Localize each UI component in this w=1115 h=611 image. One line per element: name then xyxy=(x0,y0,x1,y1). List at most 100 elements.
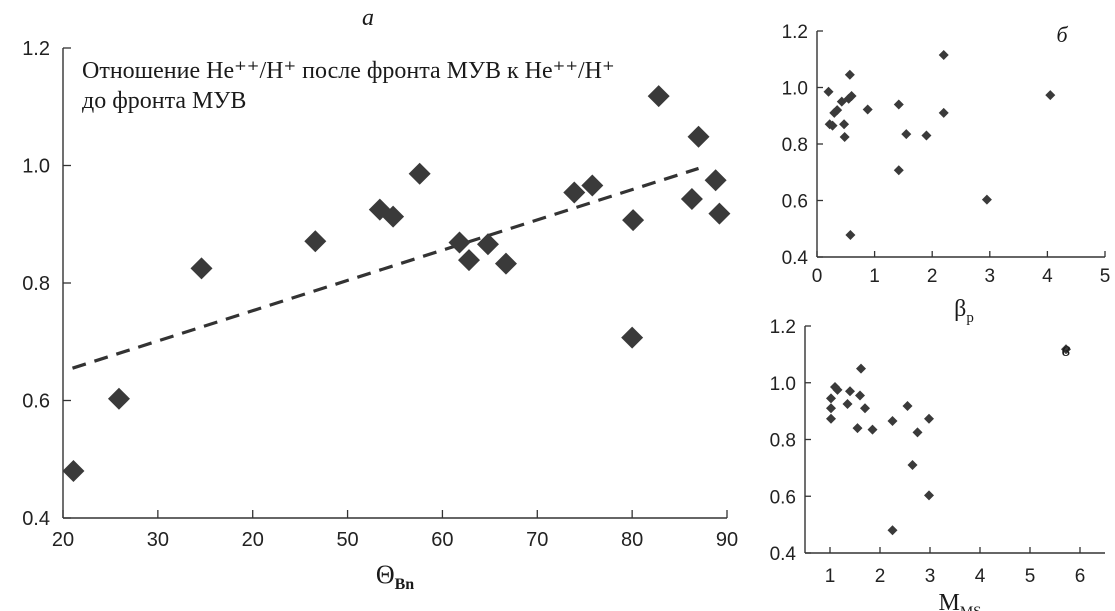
x-tick-label: 60 xyxy=(431,529,453,551)
data-point xyxy=(921,130,932,141)
x-tick-label: 80 xyxy=(621,529,643,551)
x-tick-label: 20 xyxy=(52,529,74,551)
panel-label: в xyxy=(1062,339,1071,361)
x-tick-label: 90 xyxy=(716,529,738,551)
x-axis-label-sub: Bn xyxy=(395,576,415,593)
trend-line xyxy=(71,166,700,370)
data-point xyxy=(867,424,878,435)
data-point xyxy=(457,249,480,272)
data-point xyxy=(902,401,913,412)
y-tick-label: 1.0 xyxy=(782,79,808,100)
data-point xyxy=(981,194,992,205)
data-point xyxy=(912,427,923,438)
data-point xyxy=(856,363,866,374)
x-axis-label: βp xyxy=(954,296,974,326)
x-axis-label: MMS xyxy=(938,590,981,611)
data-point xyxy=(832,384,843,395)
data-point xyxy=(107,387,130,410)
y-tick-label: 0.8 xyxy=(22,273,50,295)
data-point xyxy=(832,105,843,116)
data-point xyxy=(823,86,834,97)
x-tick-label: 2 xyxy=(875,566,886,587)
x-axis-label-main: β xyxy=(954,296,966,322)
y-tick-label: 0.6 xyxy=(22,391,50,413)
data-point xyxy=(827,120,838,131)
y-tick-label: 1.2 xyxy=(770,317,796,338)
data-point xyxy=(382,205,405,228)
x-axis-label-main: M xyxy=(938,590,959,611)
data-point xyxy=(938,50,949,61)
data-point xyxy=(826,403,836,414)
data-point xyxy=(826,413,836,424)
y-tick-label: 0.4 xyxy=(22,508,50,530)
data-point xyxy=(826,393,836,404)
data-point xyxy=(846,90,857,101)
chart-title-line: до фронта МУВ xyxy=(82,88,246,114)
data-point xyxy=(924,413,934,424)
data-point xyxy=(1045,90,1056,101)
data-point xyxy=(845,386,855,397)
data-point xyxy=(845,229,856,240)
data-point xyxy=(62,460,85,482)
data-point xyxy=(647,85,670,108)
chart-panel-1: 0.4 0.6 0.8 1.0 1.2 20 30 20 50 60 70 80 90 а ΘBn Отнош… xyxy=(22,5,738,593)
data-point xyxy=(304,230,327,253)
x-tick-label: 70 xyxy=(526,529,548,551)
x-axis-label-sub: p xyxy=(966,310,974,326)
y-tick-label: 0.4 xyxy=(782,248,809,269)
x-tick-label: 0 xyxy=(812,266,823,287)
x-tick-label: 3 xyxy=(925,566,936,587)
panel-label: б xyxy=(1056,22,1068,47)
y-tick-label: 0.8 xyxy=(770,431,796,452)
y-tick-label: 0.4 xyxy=(770,544,797,565)
x-tick-label: 2 xyxy=(927,266,938,287)
data-point xyxy=(476,233,499,256)
chart-panel-3: 0.4 0.6 0.8 1.0 1.2 1 2 3 4 5 6 в MMS xyxy=(770,317,1105,611)
panel-label: а xyxy=(362,5,374,31)
data-point xyxy=(839,119,850,130)
y-tick-label: 1.2 xyxy=(782,22,808,43)
data-point xyxy=(938,107,949,118)
data-point xyxy=(844,69,855,80)
data-point xyxy=(704,169,727,192)
data-point xyxy=(708,202,731,225)
y-tick-label: 0.8 xyxy=(782,135,808,156)
data-point xyxy=(680,187,703,210)
y-tick-label: 1.0 xyxy=(22,156,50,178)
data-point xyxy=(190,257,213,280)
x-tick-label: 20 xyxy=(242,529,264,551)
data-point xyxy=(448,231,471,254)
x-axis-label-main: Θ xyxy=(376,560,395,589)
x-axis-label: ΘBn xyxy=(376,560,414,593)
data-point xyxy=(621,326,644,349)
data-point xyxy=(901,129,912,140)
data-point xyxy=(907,460,918,471)
data-point xyxy=(893,165,904,176)
data-point xyxy=(622,209,645,232)
data-point xyxy=(839,131,850,142)
data-point xyxy=(408,162,431,185)
x-tick-label: 5 xyxy=(1100,266,1111,287)
x-tick-label: 1 xyxy=(825,566,836,587)
data-point xyxy=(893,99,904,110)
x-tick-label: 30 xyxy=(147,529,169,551)
data-point xyxy=(687,125,710,148)
data-point xyxy=(852,423,863,434)
data-point xyxy=(924,490,934,501)
x-tick-label: 5 xyxy=(1025,566,1036,587)
x-tick-label: 3 xyxy=(985,266,996,287)
x-tick-label: 50 xyxy=(336,529,358,551)
y-tick-label: 0.6 xyxy=(770,487,796,508)
x-tick-label: 4 xyxy=(975,566,986,587)
y-tick-label: 1.0 xyxy=(770,374,796,395)
data-point xyxy=(860,403,870,414)
y-tick-label: 1.2 xyxy=(22,38,50,60)
x-tick-label: 6 xyxy=(1075,566,1086,587)
x-tick-label: 4 xyxy=(1042,266,1053,287)
chart-title-line: Отношение He⁺⁺/H⁺ после фронта МУВ к He⁺… xyxy=(82,58,615,84)
data-point xyxy=(855,390,865,401)
data-point xyxy=(887,416,898,427)
data-point xyxy=(842,399,853,410)
data-point xyxy=(494,252,517,275)
